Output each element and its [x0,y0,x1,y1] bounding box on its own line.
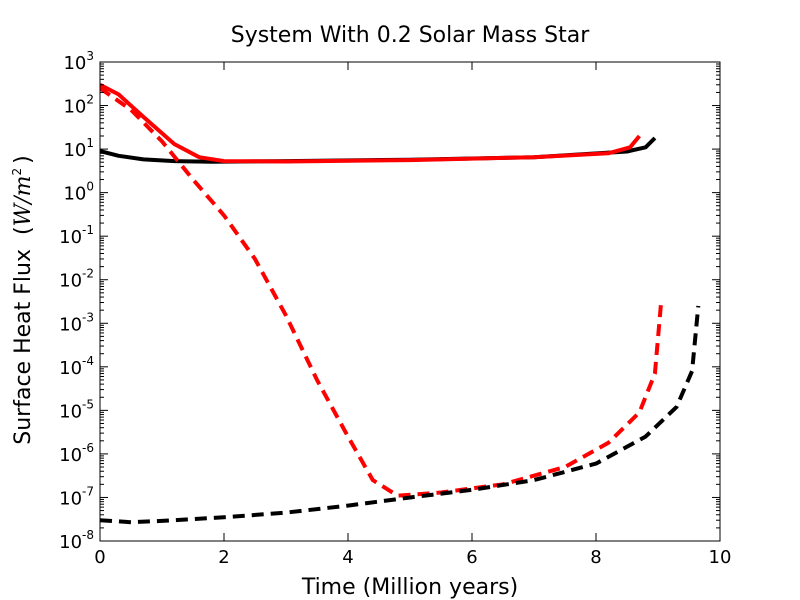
y-tick-exponent: -7 [82,484,94,498]
y-tick-base: 10 [59,401,82,422]
y-axis-label: Surface Heat Flux (W/m2) [10,155,36,444]
y-tick-base: 10 [63,140,86,161]
y-tick-label: 103 [63,49,94,74]
y-tick-label: 10-2 [59,267,94,292]
y-tick-base: 10 [59,314,82,335]
y-axis-unit-m: m [11,176,36,197]
plot-area: 0 2 4 6 8 1010-810-710-610-510-410-310-210-11… [59,49,731,568]
y-tick-label: 10-8 [59,528,94,553]
series-line-red-dashed [100,86,664,498]
series-group [100,83,701,525]
y-tick-base: 10 [63,97,86,118]
y-tick-exponent: 0 [86,180,94,194]
y-tick-label: 10-5 [59,397,94,422]
y-axis-unit-close: ) [11,155,36,164]
x-tick-label: 2 [218,547,229,568]
y-tick-exponent: -3 [82,310,94,324]
y-tick-label: 10-1 [59,223,94,248]
y-tick-exponent: -4 [82,354,94,368]
y-axis-unit-var: W [11,201,36,226]
x-tick-label: 0 [94,547,105,568]
y-tick-base: 10 [59,532,82,553]
x-tick-label: 6 [466,547,477,568]
y-tick-exponent: -1 [82,223,94,237]
y-tick-base: 10 [59,271,82,292]
axes-frame [99,61,721,542]
series-line-black-dashed [100,305,701,525]
y-tick-base: 10 [59,488,82,509]
y-tick-base: 10 [63,53,86,74]
y-tick-exponent: 2 [86,93,94,107]
y-tick-exponent: -6 [82,441,94,455]
y-axis-label-text: Surface Heat Flux [11,249,36,445]
y-tick-label: 100 [63,180,94,205]
y-tick-label: 10-6 [59,441,94,466]
y-tick-base: 10 [59,227,82,248]
y-tick-exponent: -8 [82,528,94,542]
y-tick-exponent: -5 [82,397,94,411]
x-tick-label: 4 [342,547,353,568]
series-line-red-solid [100,83,641,164]
y-tick-label: 10-3 [59,310,94,335]
y-tick-base: 10 [59,445,82,466]
y-tick-label: 102 [63,93,94,118]
y-tick-exponent: 1 [86,136,94,150]
y-tick-exponent: -2 [82,267,94,281]
x-tick-label: 10 [709,547,732,568]
y-tick-label: 101 [63,136,94,161]
y-axis-unit-open: ( [11,226,36,235]
chart-title: System With 0.2 Solar Mass Star [231,23,590,48]
x-axis-label: Time (Million years) [301,575,518,600]
y-tick-base: 10 [59,358,82,379]
x-tick-label: 8 [590,547,601,568]
y-tick-label: 10-7 [59,484,94,509]
y-axis-unit-slash: / [11,194,36,206]
y-axis-unit-exp: 2 [10,168,24,176]
y-tick-label: 10-4 [59,354,94,379]
y-tick-base: 10 [63,184,86,205]
y-tick-exponent: 3 [86,49,94,63]
